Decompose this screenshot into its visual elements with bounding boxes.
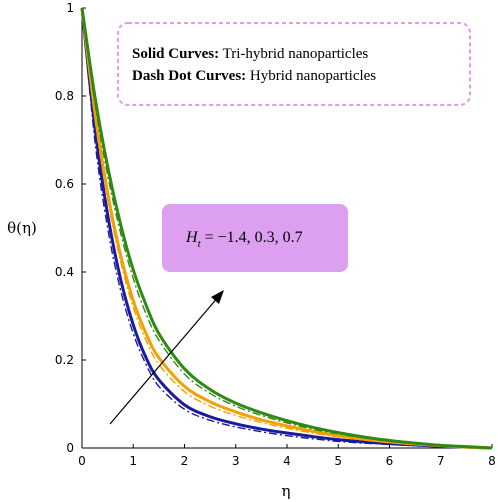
y-tick-label: 0.2 — [55, 353, 74, 367]
parameter-text: Ht = −1.4, 0.3, 0.7 — [185, 229, 303, 250]
y-tick-label: 0.8 — [55, 89, 74, 103]
legend-dash-label: Dash Dot Curves: — [132, 68, 246, 84]
x-tick-label: 1 — [129, 454, 137, 468]
legend-box — [117, 22, 471, 106]
parameter-subscript: t — [198, 238, 202, 250]
legend-dash-line: Dash Dot Curves: Hybrid nanoparticles — [132, 68, 376, 84]
x-axis-ticks: 0 1 2 3 4 5 6 7 8 — [78, 444, 496, 468]
parameter-annotation: Ht = −1.4, 0.3, 0.7 — [162, 204, 348, 272]
series-2-dashdot-line — [81, 7, 493, 449]
arrow-shaft — [109, 295, 220, 425]
legend-solid-label: Solid Curves: — [132, 46, 219, 62]
legend-dash-text: Hybrid nanoparticles — [246, 68, 376, 84]
parameter-symbol: H — [185, 229, 199, 246]
legend-solid-text: Tri-hybrid nanoparticles — [219, 46, 368, 62]
x-tick-label: 3 — [232, 454, 240, 468]
series-lines — [80, 7, 493, 450]
x-tick-label: 0 — [78, 454, 86, 468]
x-tick-label: 5 — [334, 454, 342, 468]
y-axis-ticks: 0 0.2 0.4 0.6 0.8 1 — [55, 1, 86, 455]
x-tick-label: 4 — [283, 454, 291, 468]
y-axis-label: θ(η) — [7, 219, 37, 237]
legend-solid-line: Solid Curves: Tri-hybrid nanoparticles — [132, 46, 368, 62]
y-tick-label: 0 — [66, 441, 74, 455]
parameter-box — [162, 204, 348, 272]
x-tick-label: 7 — [437, 454, 445, 468]
arrow-head — [211, 290, 224, 304]
y-tick-label: 0.6 — [55, 177, 74, 191]
parameter-values: = −1.4, 0.3, 0.7 — [201, 229, 303, 246]
y-tick-label: 1 — [66, 1, 74, 15]
series-4-dashdot-line — [81, 7, 493, 449]
legend: Solid Curves: Tri-hybrid nanoparticles D… — [117, 22, 471, 106]
x-tick-label: 6 — [386, 454, 394, 468]
series-6-dashdot-line — [81, 7, 493, 449]
y-tick-label: 0.4 — [55, 265, 74, 279]
increase-arrow — [109, 290, 224, 425]
x-axis-label: η — [282, 482, 291, 500]
x-tick-label: 8 — [488, 454, 496, 468]
x-tick-label: 2 — [181, 454, 189, 468]
